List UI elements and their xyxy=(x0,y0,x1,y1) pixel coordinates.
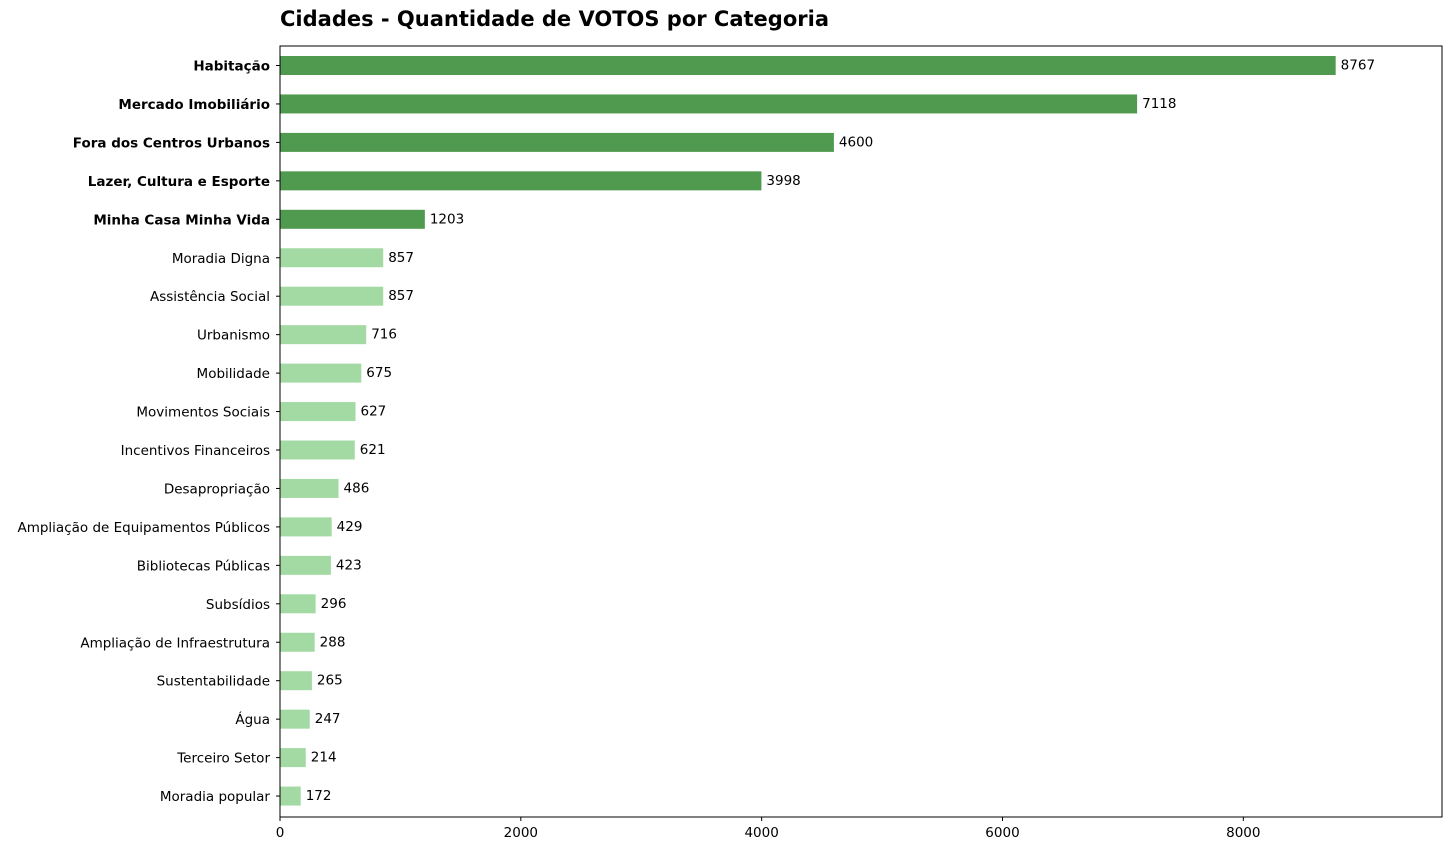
value-labels: 8767 7118 4600 3998 1203 857 857 716 675 627 621 48… xyxy=(306,58,1375,805)
category-label: Terceiro Setor xyxy=(176,751,270,767)
category-label: Minha Casa Minha Vida xyxy=(93,212,270,228)
bar xyxy=(280,478,339,498)
bar xyxy=(280,325,367,345)
bar xyxy=(280,517,332,537)
value-label: 288 xyxy=(320,634,346,650)
value-label: 3998 xyxy=(766,173,800,189)
bar xyxy=(280,786,301,806)
value-label: 296 xyxy=(321,596,347,612)
value-label: 429 xyxy=(337,519,363,535)
x-axis-ticks: 0 2000 4000 6000 8000 xyxy=(276,65,1260,841)
bar xyxy=(280,56,1336,75)
bar xyxy=(280,209,425,229)
category-label: Incentivos Financeiros xyxy=(121,443,270,459)
category-label: Assistência Social xyxy=(150,289,270,305)
bar xyxy=(280,248,384,268)
bars xyxy=(280,56,1336,806)
bar xyxy=(280,555,331,575)
bar xyxy=(280,286,384,306)
value-label: 7118 xyxy=(1142,96,1176,112)
value-label: 8767 xyxy=(1341,58,1375,74)
value-label: 265 xyxy=(317,673,343,689)
bar xyxy=(280,94,1138,114)
category-label: Ampliação de Equipamentos Públicos xyxy=(17,520,270,536)
x-tick-label: 8000 xyxy=(1226,825,1260,841)
bar xyxy=(280,632,315,652)
bar xyxy=(280,171,762,191)
category-label: Movimentos Sociais xyxy=(136,405,270,421)
value-label: 214 xyxy=(311,750,337,766)
category-label: Subsídios xyxy=(206,597,270,613)
bar xyxy=(280,748,306,768)
value-label: 1203 xyxy=(430,211,464,227)
category-label: Lazer, Cultura e Esporte xyxy=(88,174,270,190)
category-label: Bibliotecas Públicas xyxy=(137,558,270,574)
value-label: 486 xyxy=(344,480,370,496)
value-label: 675 xyxy=(366,365,392,381)
bar xyxy=(280,440,355,460)
category-label: Desapropriação xyxy=(164,481,270,497)
value-label: 423 xyxy=(336,557,362,573)
value-label: 716 xyxy=(371,327,397,343)
category-label: Sustentabilidade xyxy=(157,674,270,690)
value-label: 857 xyxy=(388,288,414,304)
x-tick-label: 6000 xyxy=(985,825,1019,841)
bar xyxy=(280,132,834,152)
value-label: 857 xyxy=(388,250,414,266)
x-tick-label: 0 xyxy=(276,825,285,841)
bar xyxy=(280,402,356,422)
category-label: Habitação xyxy=(193,59,270,75)
value-label: 4600 xyxy=(839,134,873,150)
bar xyxy=(280,594,316,614)
plot-frame xyxy=(279,45,1443,818)
value-label: 247 xyxy=(315,711,341,727)
bar xyxy=(280,709,310,729)
category-label: Mercado Imobiliário xyxy=(118,97,270,113)
value-label: 621 xyxy=(360,442,386,458)
bar xyxy=(280,363,362,383)
x-tick-label: 2000 xyxy=(504,825,538,841)
value-label: 172 xyxy=(306,788,332,804)
category-label: Moradia Digna xyxy=(172,251,270,267)
value-label: 627 xyxy=(360,404,386,420)
category-label: Água xyxy=(235,711,270,728)
category-label: Ampliação de Infraestrutura xyxy=(80,635,270,651)
category-labels: Habitação Mercado Imobiliário Fora dos Cen… xyxy=(17,59,270,806)
x-tick-label: 4000 xyxy=(744,825,778,841)
category-label: Urbanismo xyxy=(197,328,270,344)
category-label: Moradia popular xyxy=(160,789,271,805)
category-label: Fora dos Centros Urbanos xyxy=(73,135,270,151)
bar xyxy=(280,671,312,691)
chart-title: Cidades - Quantidade de VOTOS por Catego… xyxy=(280,7,829,31)
category-label: Mobilidade xyxy=(197,366,270,382)
